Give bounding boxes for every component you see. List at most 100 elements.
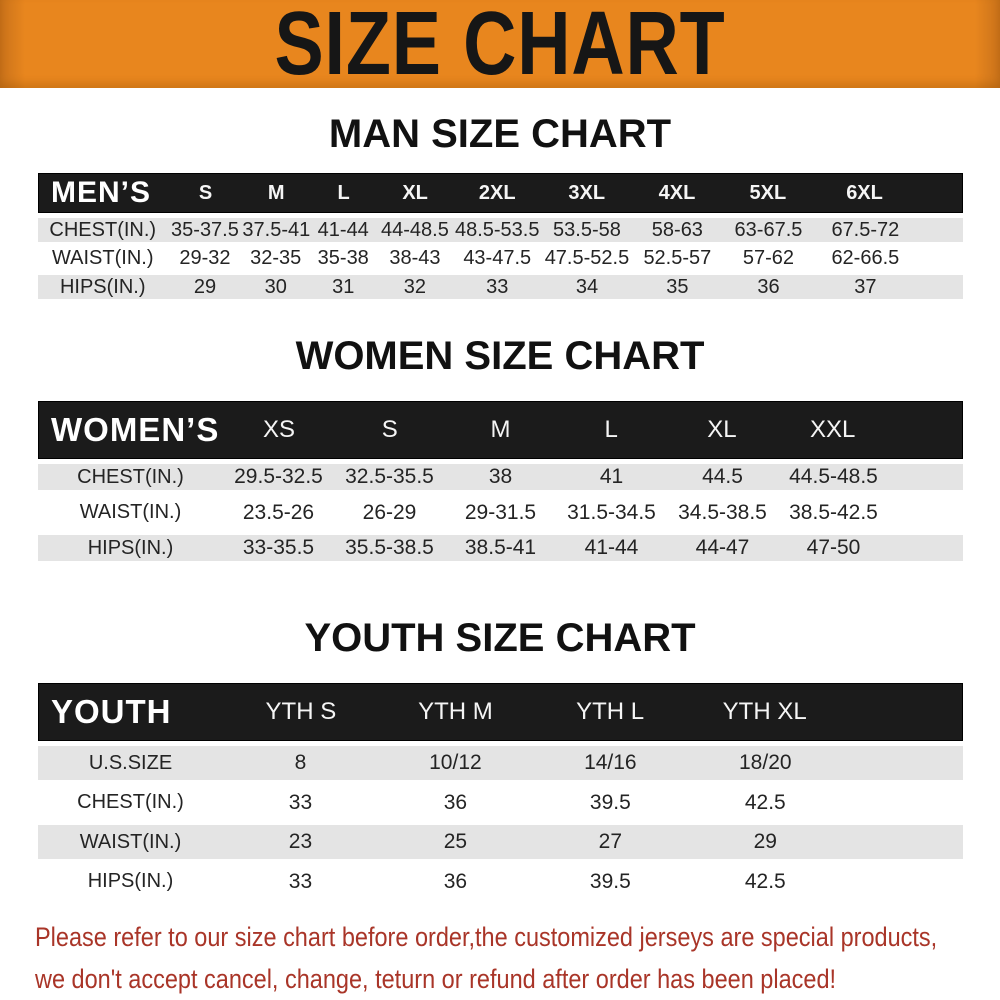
table-cell: 29-31.5 xyxy=(464,500,537,524)
table-row: U.S.SIZE 8 10/12 14/16 18/20 xyxy=(38,746,963,780)
youth-size-table: YOUTH YTH S YTH M YTH L YTH XL U.S.SIZE 8 10/12… xyxy=(38,683,963,904)
table-cell: 38.5-42.5 xyxy=(789,500,878,524)
banner-title: SIZE CHART xyxy=(274,0,726,94)
table-cell: 58-63 xyxy=(651,218,703,241)
table-cell: 39.5 xyxy=(589,869,631,893)
row-label: HIPS(IN.) xyxy=(59,275,146,298)
table-cell: 23.5-26 xyxy=(242,500,315,524)
row-label: WAIST(IN.) xyxy=(79,501,182,523)
column-header: M xyxy=(267,181,285,204)
table-row: HIPS(IN.) 33-35.5 35.5-38.5 38.5-41 41-44 44-… xyxy=(38,535,963,561)
table-cell: 25 xyxy=(443,830,468,853)
table-cell: 39.5 xyxy=(589,790,631,814)
column-header: YTH XL xyxy=(722,698,807,725)
size-chart-banner: SIZE CHART xyxy=(0,0,1000,94)
column-header: 6XL xyxy=(846,181,883,204)
table-cell: 33-35.5 xyxy=(242,536,315,559)
table-row: HIPS(IN.) 29 30 31 32 33 34 35 36 37 xyxy=(38,275,963,299)
table-cell: 35-37.5 xyxy=(171,218,239,241)
table-cell: 63-67.5 xyxy=(734,218,803,241)
table-cell: 52.5-57 xyxy=(643,247,712,269)
table-cell: 48.5-53.5 xyxy=(454,218,540,241)
table-cell: 30 xyxy=(264,275,287,298)
column-header: XL xyxy=(402,181,428,204)
table-cell: 62-66.5 xyxy=(831,247,900,269)
column-header: L xyxy=(337,181,350,204)
table-cell: 44.5-48.5 xyxy=(789,465,878,488)
table-cell: 47.5-52.5 xyxy=(544,247,630,269)
notice-line-1: Please refer to our size chart before or… xyxy=(35,922,938,952)
table-cell: 38 xyxy=(488,465,513,488)
table-cell: 32-35 xyxy=(250,247,302,269)
column-header: 2XL xyxy=(478,181,516,204)
table-cell: 31 xyxy=(332,275,355,298)
table-cell: 36 xyxy=(443,790,468,814)
table-cell: 32 xyxy=(403,275,427,298)
table-row: CHEST(IN.) 33 36 39.5 42.5 xyxy=(38,780,963,825)
table-cell: 34 xyxy=(575,275,599,298)
table-header-bar: YOUTH YTH S YTH M YTH L YTH XL xyxy=(38,683,963,741)
column-header: S xyxy=(381,416,398,443)
table-row: WAIST(IN.) 23 25 27 29 xyxy=(38,825,963,859)
table-header-bar: WOMEN’S XS S M L XL XXL xyxy=(38,401,963,459)
column-header: XL xyxy=(707,416,737,443)
row-label: CHEST(IN.) xyxy=(49,218,157,241)
men-size-table: MEN’S S M L XL 2XL 3XL 4XL 5XL 6XL CHEST(IN.) 35-37… xyxy=(38,173,963,299)
table-cell: 41-44 xyxy=(584,536,639,559)
table-row: WAIST(IN.) 29-32 32-35 35-38 38-43 43-47.5 47.… xyxy=(38,242,963,275)
column-header: YTH M xyxy=(418,698,493,725)
table-cell: 34.5-38.5 xyxy=(678,500,767,524)
table-cell: 37 xyxy=(854,275,877,298)
table-cell: 37.5-41 xyxy=(242,218,311,241)
row-label: WAIST(IN.) xyxy=(52,247,154,269)
table-row: WAIST(IN.) 23.5-26 26-29 29-31.5 31.5-34.5 34… xyxy=(38,490,963,535)
row-label: HIPS(IN.) xyxy=(87,870,174,892)
table-cell: 35.5-38.5 xyxy=(345,536,434,559)
table-cell: 43-47.5 xyxy=(463,247,532,269)
table-cell: 44-48.5 xyxy=(380,218,449,241)
table-cell: 29 xyxy=(753,830,777,853)
column-header: S xyxy=(198,181,213,204)
order-notice: Please refer to our size chart before or… xyxy=(35,916,1000,1000)
table-cell: 36 xyxy=(443,869,468,893)
table-cell: 38.5-41 xyxy=(464,536,537,559)
table-cell: 32.5-35.5 xyxy=(345,465,434,488)
table-row: CHEST(IN.) 29.5-32.5 32.5-35.5 38 41 44.5 44.5… xyxy=(38,464,963,490)
table-cell: 33 xyxy=(288,869,313,893)
table-cell: 10/12 xyxy=(429,751,482,774)
table-cell: 29 xyxy=(193,275,217,298)
notice-line-2: we don't accept cancel, change, teturn o… xyxy=(35,964,837,994)
column-header: YTH S xyxy=(265,698,337,725)
table-cell: 33 xyxy=(486,275,509,298)
women-size-table: WOMEN’S XS S M L XL XXL CHEST(IN.) 29.5-32.5 32.5… xyxy=(38,401,963,561)
table-cell: 31.5-34.5 xyxy=(567,500,656,524)
table-cell: 29-32 xyxy=(179,247,231,269)
column-header: 3XL xyxy=(568,181,606,204)
table-cell: 42.5 xyxy=(744,869,786,893)
table-row: HIPS(IN.) 33 36 39.5 42.5 xyxy=(38,859,963,904)
youth-size-heading: YOUTH SIZE CHART xyxy=(304,616,696,660)
table-cell: 36 xyxy=(757,275,780,298)
column-header: 5XL xyxy=(749,181,787,204)
column-header: YTH L xyxy=(576,698,645,725)
table-cell: 53.5-58 xyxy=(553,218,621,241)
table-corner-label: YOUTH xyxy=(51,693,172,730)
table-cell: 27 xyxy=(598,830,623,853)
table-cell: 8 xyxy=(294,751,307,774)
row-label: CHEST(IN.) xyxy=(77,791,184,813)
table-cell: 41-44 xyxy=(317,218,369,241)
table-cell: 47-50 xyxy=(806,536,861,559)
table-cell: 41 xyxy=(599,465,624,488)
table-cell: 44.5 xyxy=(702,465,743,488)
women-size-heading: WOMEN SIZE CHART xyxy=(295,334,705,378)
table-cell: 26-29 xyxy=(362,500,417,524)
column-header: M xyxy=(490,416,511,443)
table-cell: 18/20 xyxy=(739,751,792,774)
row-label: HIPS(IN.) xyxy=(87,536,174,559)
table-cell: 38-43 xyxy=(389,247,441,269)
man-size-heading: MAN SIZE CHART xyxy=(328,112,672,156)
row-label: U.S.SIZE xyxy=(88,751,173,774)
table-corner-label: MEN’S xyxy=(51,176,152,209)
row-label: CHEST(IN.) xyxy=(77,465,184,488)
table-cell: 42.5 xyxy=(744,790,786,814)
